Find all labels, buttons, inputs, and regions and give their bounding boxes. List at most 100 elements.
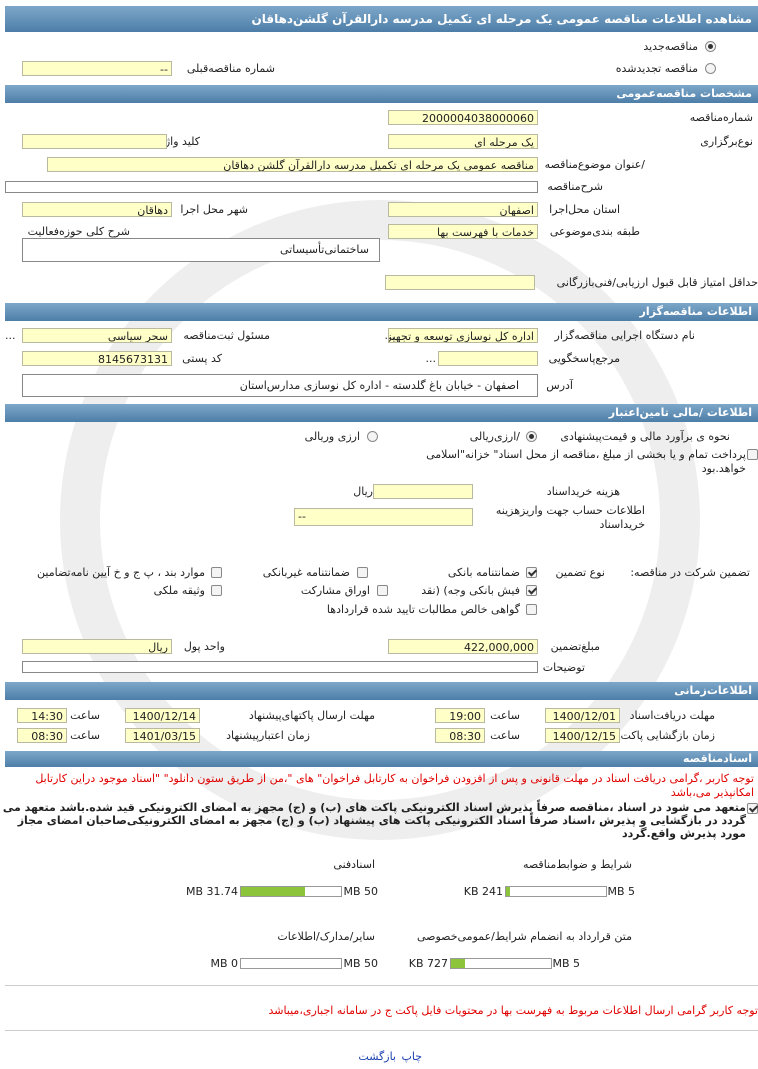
label: واحد پول xyxy=(183,640,225,653)
field: 08:30 xyxy=(17,728,67,743)
radio[interactable] xyxy=(705,41,716,52)
label: مناقصه‌جدید xyxy=(643,40,698,53)
label: وثیقه ملکی xyxy=(153,584,205,597)
label: مناقصه تجدیدشده xyxy=(615,62,698,75)
section-title: اسنادمناقصه xyxy=(5,751,758,767)
label: ریال xyxy=(353,485,373,498)
more[interactable]: ... xyxy=(384,329,396,342)
file-name: اسنادفنی xyxy=(333,858,375,871)
label: ضمانتنامه غیربانکی xyxy=(262,566,350,579)
label: طبقه بندی‌موضوعی xyxy=(549,225,640,238)
checkbox[interactable] xyxy=(526,585,537,596)
field: -- xyxy=(22,61,172,76)
file-capacity: 50 MB xyxy=(343,957,378,970)
label: ساعت xyxy=(70,729,100,742)
field: خدمات با فهرست بها xyxy=(388,224,538,239)
label: شرح کلی حوزه‌فعالیت xyxy=(27,225,130,238)
field: یک مرحله ای xyxy=(388,134,538,149)
field: سحر سیاسی xyxy=(22,328,172,343)
label: گواهی خالص مطالبات تایید شده قراردادها xyxy=(326,603,520,616)
divider xyxy=(5,985,758,986)
radio[interactable] xyxy=(705,63,716,74)
label: زمان بازگشایی پاکت‌ها xyxy=(611,729,715,742)
label: ارزی وریالی xyxy=(304,430,360,443)
checkbox[interactable] xyxy=(526,567,537,578)
field: 19:00 xyxy=(435,708,485,723)
file-size: 241 KB xyxy=(463,885,503,898)
more[interactable]: ... xyxy=(5,329,16,342)
field: ریال xyxy=(22,639,172,654)
field: 1401/03/15 xyxy=(125,728,200,743)
progress xyxy=(240,958,342,969)
field: دهاقان xyxy=(22,202,172,217)
label: /ارزی‌ریالی xyxy=(469,430,520,443)
section-title: اطلاعات مناقصه‌گزار xyxy=(5,303,758,321)
field: مناقصه عمومی یک مرحله ای تکمیل مدرسه دار… xyxy=(47,157,538,172)
file-capacity: 50 MB xyxy=(343,885,378,898)
label: تضمین شرکت در مناقصه: xyxy=(630,566,750,579)
label: استان محل‌اجرا xyxy=(549,203,620,216)
label: اطلاعات حساب جهت واریزهزینه خریداسناد xyxy=(495,504,645,531)
field xyxy=(5,181,538,193)
divider xyxy=(5,1030,758,1031)
field: ساختمانی‌تأسیساتی xyxy=(22,238,380,262)
page-title: مشاهده اطلاعات مناقصه عمومی یک مرحله ای … xyxy=(5,6,758,32)
notice: توجه کاربر گرامی ارسال اطلاعات مربوط به … xyxy=(268,1004,758,1017)
file-name: شرایط و ضوابط‌مناقصه xyxy=(523,858,632,871)
label: ضمانتنامه بانکی xyxy=(447,566,520,579)
checkbox[interactable] xyxy=(377,585,388,596)
section-title: اطلاعات‌زمانی xyxy=(5,682,758,700)
field: 1400/12/15 xyxy=(545,728,620,743)
file-size: 0 MB xyxy=(210,957,238,970)
field: -- xyxy=(294,508,473,526)
label: ساعت xyxy=(490,709,520,722)
label: ساعت xyxy=(70,709,100,722)
file-size: 727 KB xyxy=(408,957,448,970)
label: مهلت ارسال پاکتهای‌پیشنهاد xyxy=(248,709,375,722)
back-link[interactable]: بازگشت xyxy=(358,1050,396,1063)
file-capacity: 5 MB xyxy=(552,957,580,970)
file-name: متن قرارداد به انضمام شرایط/عمومی‌خصوصی xyxy=(416,930,632,943)
field xyxy=(373,484,473,499)
progress xyxy=(505,886,607,897)
label: موارد بند ، پ ج و خ آیین نامه‌تضامین xyxy=(37,566,205,579)
print-link[interactable]: چاپ xyxy=(401,1050,422,1063)
field: 08:30 xyxy=(435,728,485,743)
label: آدرس xyxy=(546,379,573,392)
progress xyxy=(240,886,342,897)
label: حداقل امتیاز قابل قبول ارزیابی/فنی‌بازرگ… xyxy=(556,276,758,289)
field xyxy=(385,275,535,290)
label: شهر محل اجرا xyxy=(180,203,248,216)
progress xyxy=(450,958,552,969)
label: مهلت دریافت‌اسناد xyxy=(629,709,715,722)
label: شرح‌مناقصه xyxy=(547,180,603,193)
notice: توجه کاربر ،گرامی دریافت اسناد در مهلت ق… xyxy=(35,772,754,799)
radio[interactable] xyxy=(367,431,378,442)
field: اصفهان xyxy=(388,202,538,217)
field: 1400/12/14 xyxy=(125,708,200,723)
radio[interactable] xyxy=(526,431,537,442)
label: توضیحات xyxy=(542,661,585,674)
field: اصفهان - خیابان باغ گلدسته - اداره کل نو… xyxy=(22,374,538,397)
watermark-ring xyxy=(60,200,700,840)
section-title: مشخصات مناقصه‌عمومی xyxy=(5,85,758,103)
checkbox[interactable] xyxy=(526,604,537,615)
field: 8145673131 xyxy=(22,351,172,366)
label: /عنوان موضوع‌مناقصه xyxy=(544,158,645,171)
label: کد پستی xyxy=(182,352,222,365)
label: ساعت xyxy=(490,729,520,742)
field: اداره کل نوسازی توسعه و تجهیز مدارس xyxy=(388,328,538,343)
checkbox[interactable] xyxy=(357,567,368,578)
label: فیش بانکی وجه) (نقد xyxy=(421,584,520,597)
label: مبلغ‌تضمین xyxy=(550,640,600,653)
checkbox[interactable] xyxy=(747,803,758,814)
field: 14:30 xyxy=(17,708,67,723)
checkbox[interactable] xyxy=(211,585,222,596)
checkbox[interactable] xyxy=(747,449,758,460)
checkbox[interactable] xyxy=(211,567,222,578)
label: اوراق مشارکت xyxy=(300,584,370,597)
more[interactable]: ... xyxy=(425,352,437,365)
